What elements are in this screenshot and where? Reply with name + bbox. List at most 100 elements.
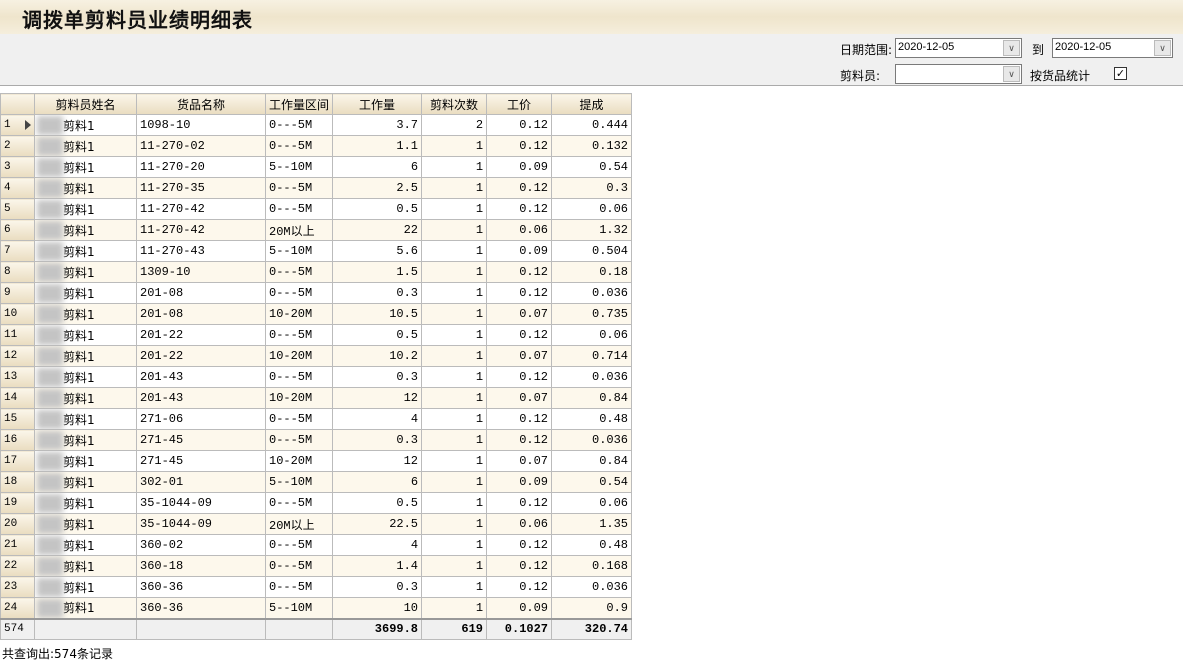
workload-cell: 0.3 [332,429,423,451]
table-row[interactable]: 6 剪料1 11-270-42 20M以上 22 1 0.06 1.32 [0,219,633,241]
commission-cell: 0.132 [551,135,633,157]
chevron-down-icon[interactable]: ∨ [1154,40,1171,56]
row-number[interactable]: 12 [0,345,35,367]
column-header[interactable]: 工作量 [332,93,423,115]
table-row[interactable]: 2 剪料1 11-270-02 0---5M 1.1 1 0.12 0.132 [0,135,633,157]
column-header[interactable]: 提成 [551,93,633,115]
total-times: 619 [421,617,488,640]
workload-range-cell: 0---5M [264,177,334,199]
commission-cell: 0.48 [551,408,633,430]
row-number[interactable]: 7 [0,240,35,262]
table-row[interactable]: 13 剪料1 201-43 0---5M 0.3 1 0.12 0.036 [0,366,633,388]
row-number[interactable]: 14 [0,387,35,409]
cut-times-cell: 1 [421,429,488,451]
redacted-blur [37,200,63,219]
date-from-picker[interactable]: 2020-12-05 ∨ [895,38,1022,58]
cutter-name-cell: 剪料1 [34,282,137,304]
table-row[interactable]: 10 剪料1 201-08 10-20M 10.5 1 0.07 0.735 [0,303,633,325]
row-number[interactable]: 22 [0,555,35,577]
row-number[interactable]: 10 [0,303,35,325]
by-product-label: 按货品统计 [1030,69,1091,83]
cutter-name-cell: 剪料1 [34,408,137,430]
workload-range-cell: 0---5M [264,114,334,136]
table-row[interactable]: 23 剪料1 360-36 0---5M 0.3 1 0.12 0.036 [0,576,633,598]
redacted-blur [37,557,63,576]
by-product-checkbox[interactable]: ✓ [1114,67,1127,80]
row-number[interactable]: 4 [0,177,35,199]
table-row[interactable]: 3 剪料1 11-270-20 5--10M 6 1 0.09 0.54 [0,156,633,178]
row-number[interactable]: 6 [0,219,35,241]
row-number[interactable]: 3 [0,156,35,178]
table-row[interactable]: 1 剪料1 1098-10 0---5M 3.7 2 0.12 0.444 [0,114,633,136]
row-number[interactable]: 20 [0,513,35,535]
commission-cell: 1.35 [551,513,633,535]
table-row[interactable]: 20 剪料1 35-1044-09 20M以上 22.5 1 0.06 1.35 [0,513,633,535]
commission-cell: 0.036 [551,282,633,304]
redacted-blur [37,179,63,198]
cutter-name-cell: 剪料1 [34,114,137,136]
table-row[interactable]: 16 剪料1 271-45 0---5M 0.3 1 0.12 0.036 [0,429,633,451]
row-number[interactable]: 5 [0,198,35,220]
product-name-cell: 11-270-35 [136,177,266,199]
table-row[interactable]: 5 剪料1 11-270-42 0---5M 0.5 1 0.12 0.06 [0,198,633,220]
table-row[interactable]: 22 剪料1 360-18 0---5M 1.4 1 0.12 0.168 [0,555,633,577]
chevron-down-icon[interactable]: ∨ [1003,40,1020,56]
row-number[interactable]: 21 [0,534,35,556]
row-number[interactable]: 9 [0,282,35,304]
product-name-cell: 201-43 [136,387,266,409]
row-number[interactable]: 15 [0,408,35,430]
column-header[interactable]: 工作量区间 [264,93,334,115]
redacted-blur [37,368,63,387]
table-row[interactable]: 15 剪料1 271-06 0---5M 4 1 0.12 0.48 [0,408,633,430]
table-row[interactable]: 4 剪料1 11-270-35 0---5M 2.5 1 0.12 0.3 [0,177,633,199]
workload-cell: 3.7 [332,114,423,136]
row-number[interactable]: 11 [0,324,35,346]
unit-price-cell: 0.07 [486,303,553,325]
date-to-picker[interactable]: 2020-12-05 ∨ [1052,38,1173,58]
table-row[interactable]: 11 剪料1 201-22 0---5M 0.5 1 0.12 0.06 [0,324,633,346]
row-number[interactable]: 18 [0,471,35,493]
column-header[interactable]: 货品名称 [136,93,266,115]
cutter-select[interactable]: ∨ [895,64,1022,84]
row-number[interactable]: 19 [0,492,35,514]
commission-cell: 0.06 [551,198,633,220]
workload-range-cell: 10-20M [264,387,334,409]
row-number[interactable]: 1 [0,114,35,136]
table-row[interactable]: 21 剪料1 360-02 0---5M 4 1 0.12 0.48 [0,534,633,556]
chevron-down-icon[interactable]: ∨ [1003,66,1020,82]
workload-range-cell: 10-20M [264,345,334,367]
row-number[interactable]: 13 [0,366,35,388]
cutter-name-cell: 剪料1 [34,303,137,325]
table-row[interactable]: 12 剪料1 201-22 10-20M 10.2 1 0.07 0.714 [0,345,633,367]
table-row[interactable]: 24 剪料1 360-36 5--10M 10 1 0.09 0.9 [0,597,633,619]
row-number[interactable]: 17 [0,450,35,472]
column-header[interactable]: 工价 [486,93,553,115]
unit-price-cell: 0.12 [486,408,553,430]
unit-price-cell: 0.12 [486,198,553,220]
table-row[interactable]: 7 剪料1 11-270-43 5--10M 5.6 1 0.09 0.504 [0,240,633,262]
table-row[interactable]: 19 剪料1 35-1044-09 0---5M 0.5 1 0.12 0.06 [0,492,633,514]
column-header[interactable]: 剪料员姓名 [34,93,137,115]
table-row[interactable]: 17 剪料1 271-45 10-20M 12 1 0.07 0.84 [0,450,633,472]
commission-cell: 0.54 [551,471,633,493]
table-row[interactable]: 9 剪料1 201-08 0---5M 0.3 1 0.12 0.036 [0,282,633,304]
product-name-cell: 35-1044-09 [136,513,266,535]
table-row[interactable]: 14 剪料1 201-43 10-20M 12 1 0.07 0.84 [0,387,633,409]
cutter-name-cell: 剪料1 [34,156,137,178]
workload-cell: 0.5 [332,324,423,346]
cut-times-cell: 1 [421,345,488,367]
redacted-blur [37,263,63,282]
unit-price-cell: 0.12 [486,135,553,157]
workload-cell: 1.5 [332,261,423,283]
row-number[interactable]: 2 [0,135,35,157]
table-row[interactable]: 8 剪料1 1309-10 0---5M 1.5 1 0.12 0.18 [0,261,633,283]
row-number[interactable]: 24 [0,597,35,619]
product-name-cell: 360-36 [136,597,266,619]
cut-times-cell: 1 [421,597,488,619]
column-header[interactable]: 剪料次数 [421,93,488,115]
workload-cell: 22 [332,219,423,241]
row-number[interactable]: 23 [0,576,35,598]
table-row[interactable]: 18 剪料1 302-01 5--10M 6 1 0.09 0.54 [0,471,633,493]
row-number[interactable]: 16 [0,429,35,451]
row-number[interactable]: 8 [0,261,35,283]
